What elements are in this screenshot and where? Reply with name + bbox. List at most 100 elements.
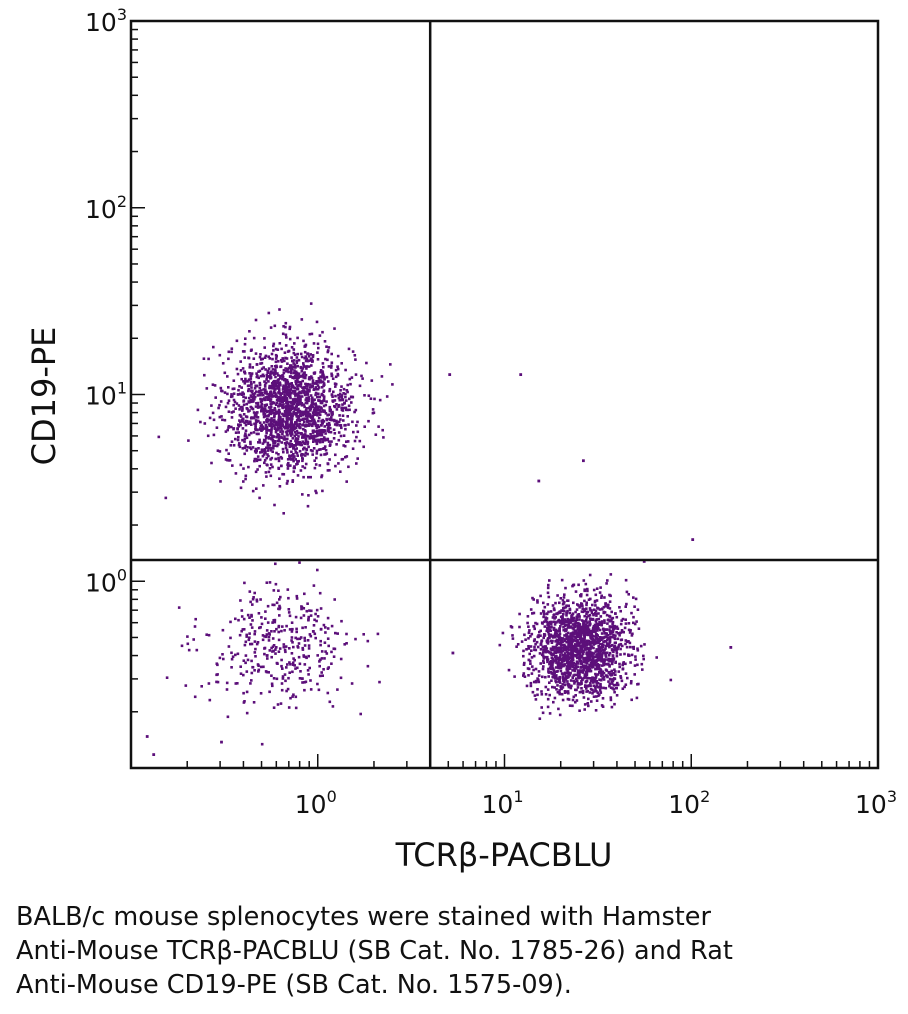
data-point [260,361,264,365]
data-point [341,398,344,401]
data-point [258,383,262,387]
data-point [308,413,312,417]
data-point [297,383,301,387]
data-point [584,618,588,622]
data-point [298,677,302,680]
data-point [269,405,273,408]
data-point [291,404,294,407]
data-point [264,409,268,413]
data-point [609,696,613,699]
data-point [265,670,269,674]
data-point [264,610,267,613]
data-point [320,386,324,389]
data-point [272,706,276,709]
data-point [244,474,248,478]
data-point [265,446,268,450]
data-point [608,682,612,686]
data-point [307,617,310,621]
data-point [302,418,305,421]
data-point [301,440,304,443]
data-point [239,599,242,602]
data-point [303,644,307,647]
data-point [303,442,307,446]
data-point [636,647,639,650]
data-point [549,667,553,670]
data-point [555,661,558,664]
data-point [627,640,630,643]
data-point [546,660,549,664]
data-point [542,659,545,663]
data-point [626,676,629,680]
data-point [280,428,283,431]
data-point [602,661,605,665]
data-point [302,614,306,617]
data-point [279,377,282,380]
data-point [612,658,615,661]
data-point [347,347,351,351]
data-point [309,409,312,412]
data-point [574,680,577,683]
data-point [311,411,315,414]
data-point [266,392,269,396]
data-point [537,670,541,673]
data-point [540,690,543,693]
data-point [285,482,289,485]
data-point [571,669,574,672]
data-point [611,620,615,624]
data-point [311,630,315,633]
data-point [332,428,336,431]
data-point [285,387,289,390]
data-point [244,477,247,481]
data-point [552,659,555,662]
data-point [293,369,296,372]
data-point [286,451,289,454]
data-point [619,622,623,626]
data-point [584,620,588,623]
data-point [548,636,551,640]
data-point [322,390,325,393]
data-point [562,602,565,605]
data-point [620,679,624,683]
data-point [327,421,331,425]
data-point [275,661,279,665]
data-point [203,422,207,425]
data-point [585,603,588,607]
data-point [548,579,551,582]
data-point [304,412,307,416]
data-point [269,432,273,435]
data-point [265,373,269,377]
data-point [288,407,292,410]
data-point [252,394,256,398]
data-point [635,620,638,623]
data-point [299,374,303,378]
data-point [353,354,357,357]
data-point [592,646,595,650]
data-point [585,656,589,659]
data-point [247,389,250,393]
data-point [571,619,575,622]
data-point [260,367,264,371]
data-point [295,404,298,408]
scatter-points [145,302,733,756]
data-point [234,617,237,621]
data-point [290,639,293,642]
data-point [288,647,291,650]
data-point [275,401,279,404]
data-point [585,679,589,683]
data-point [237,423,240,426]
data-point [597,667,600,671]
data-point [567,619,570,623]
data-point [574,635,577,639]
data-point [297,416,300,420]
data-point [593,659,597,662]
data-point [590,632,593,636]
data-point [597,617,601,621]
data-point [624,642,627,646]
data-point [280,392,284,395]
data-point [580,602,583,605]
data-point [317,439,320,443]
data-point [312,584,316,587]
data-point [559,653,562,657]
data-point [526,621,529,625]
data-point [578,659,581,663]
